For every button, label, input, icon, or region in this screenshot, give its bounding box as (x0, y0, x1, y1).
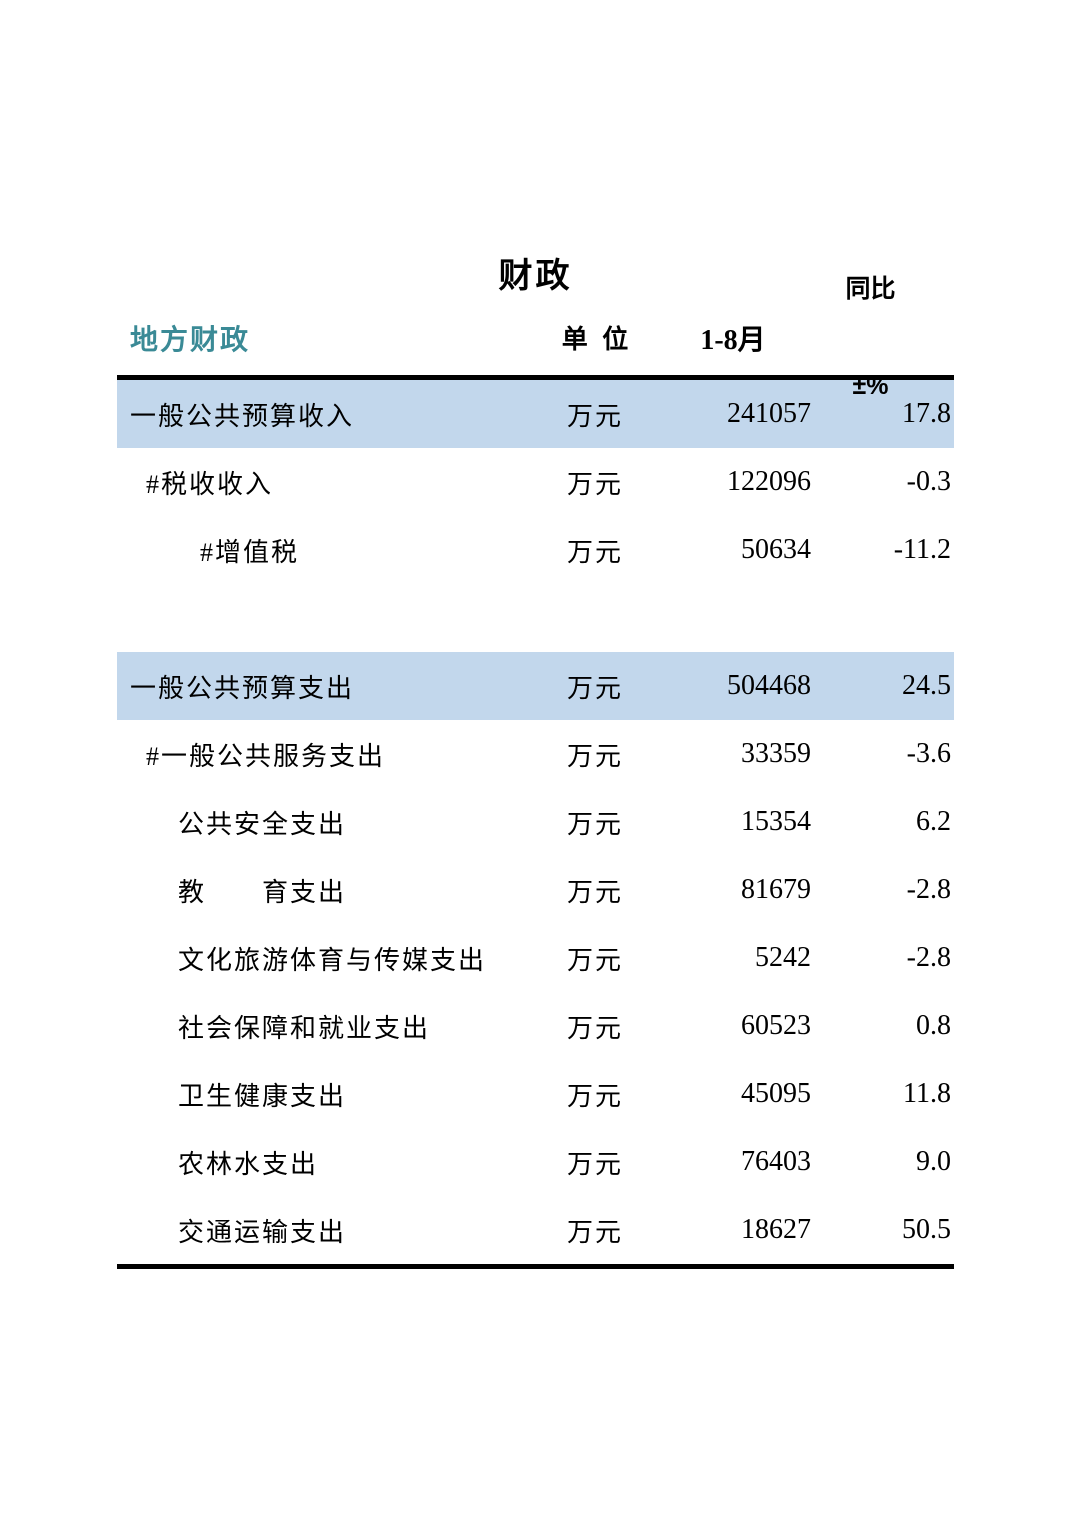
row-pct: 17.8 (902, 398, 951, 429)
row-unit: 万元 (566, 1149, 623, 1179)
table-row: 卫生健康支出 万元 45095 11.8 (117, 1060, 954, 1128)
row-value: 60523 (741, 1010, 811, 1041)
row-value: 81679 (741, 874, 811, 905)
row-value: 5242 (755, 942, 811, 973)
row-label: #税收收入 (146, 469, 274, 499)
column-header-period: 1-8月 (700, 324, 766, 356)
row-label: 公共安全支出 (178, 809, 347, 839)
row-value: 504468 (727, 670, 811, 701)
table-row: #增值税 万元 50634 -11.2 (117, 516, 954, 584)
row-value: 15354 (741, 806, 811, 837)
row-unit: 万元 (566, 673, 623, 703)
row-pct: 50.5 (902, 1214, 951, 1245)
table-row: 社会保障和就业支出 万元 60523 0.8 (117, 992, 954, 1060)
row-label: 教 育支出 (178, 877, 347, 907)
row-label: 一般公共预算支出 (130, 673, 355, 703)
table-header-row: 地方财政 单 位 1-8月 同比 ±% (117, 275, 954, 401)
table-row-spacer (117, 584, 954, 652)
row-pct: -3.6 (906, 738, 951, 769)
row-unit: 万元 (566, 1217, 623, 1247)
row-unit: 万元 (566, 469, 623, 499)
table-row: 一般公共预算支出 万元 504468 24.5 (117, 652, 954, 720)
row-pct: -11.2 (893, 534, 951, 565)
table-row: #一般公共服务支出 万元 33359 -3.6 (117, 720, 954, 788)
row-label: #一般公共服务支出 (146, 741, 386, 771)
table-row: 一般公共预算收入 万元 241057 17.8 (117, 380, 954, 448)
column-header-category: 地方财政 (130, 324, 251, 356)
row-unit: 万元 (566, 1081, 623, 1111)
column-header-unit: 单 位 (561, 324, 629, 354)
column-header-yoy-line2: ±% (852, 372, 889, 400)
row-unit: 万元 (566, 809, 623, 839)
row-value: 18627 (741, 1214, 811, 1245)
table-row: 公共安全支出 万元 15354 6.2 (117, 788, 954, 856)
table-row: 农林水支出 万元 76403 9.0 (117, 1128, 954, 1196)
row-pct: 6.2 (916, 806, 951, 837)
row-pct: 11.8 (903, 1078, 951, 1109)
row-pct: 9.0 (916, 1146, 951, 1177)
row-pct: -2.8 (906, 942, 951, 973)
table-row: 教 育支出 万元 81679 -2.8 (117, 856, 954, 924)
row-pct: 24.5 (902, 670, 951, 701)
fiscal-table-section: 财政 地方财政 单 位 1-8月 同比 ±% 一般公共预算收入 万元 24105… (117, 252, 954, 1269)
row-unit: 万元 (566, 1013, 623, 1043)
row-label: #增值税 (200, 537, 300, 567)
row-unit: 万元 (566, 741, 623, 771)
page-title: 财政 (498, 257, 573, 295)
table-body: 一般公共预算收入 万元 241057 17.8 #税收收入 万元 122096 … (117, 375, 954, 1269)
row-value: 76403 (741, 1146, 811, 1177)
row-label: 农林水支出 (178, 1149, 319, 1179)
row-value: 45095 (741, 1078, 811, 1109)
row-label: 社会保障和就业支出 (178, 1013, 431, 1043)
row-pct: 0.8 (916, 1010, 951, 1041)
column-header-yoy-line1: 同比 (845, 274, 896, 303)
table-row: #税收收入 万元 122096 -0.3 (117, 448, 954, 516)
column-header-yoy: 同比 ±% (811, 208, 954, 468)
row-label: 交通运输支出 (178, 1217, 347, 1247)
row-unit: 万元 (566, 537, 623, 567)
row-pct: -0.3 (906, 466, 951, 497)
row-label: 文化旅游体育与传媒支出 (178, 945, 487, 975)
row-label: 一般公共预算收入 (130, 401, 355, 431)
row-value: 50634 (741, 534, 811, 565)
row-unit: 万元 (566, 945, 623, 975)
table-row: 文化旅游体育与传媒支出 万元 5242 -2.8 (117, 924, 954, 992)
row-value: 241057 (727, 398, 811, 429)
row-pct: -2.8 (906, 874, 951, 905)
row-label: 卫生健康支出 (178, 1081, 347, 1111)
row-value: 122096 (727, 466, 811, 497)
row-unit: 万元 (566, 401, 623, 431)
row-value: 33359 (741, 738, 811, 769)
row-unit: 万元 (566, 877, 623, 907)
table-row: 交通运输支出 万元 18627 50.5 (117, 1196, 954, 1264)
